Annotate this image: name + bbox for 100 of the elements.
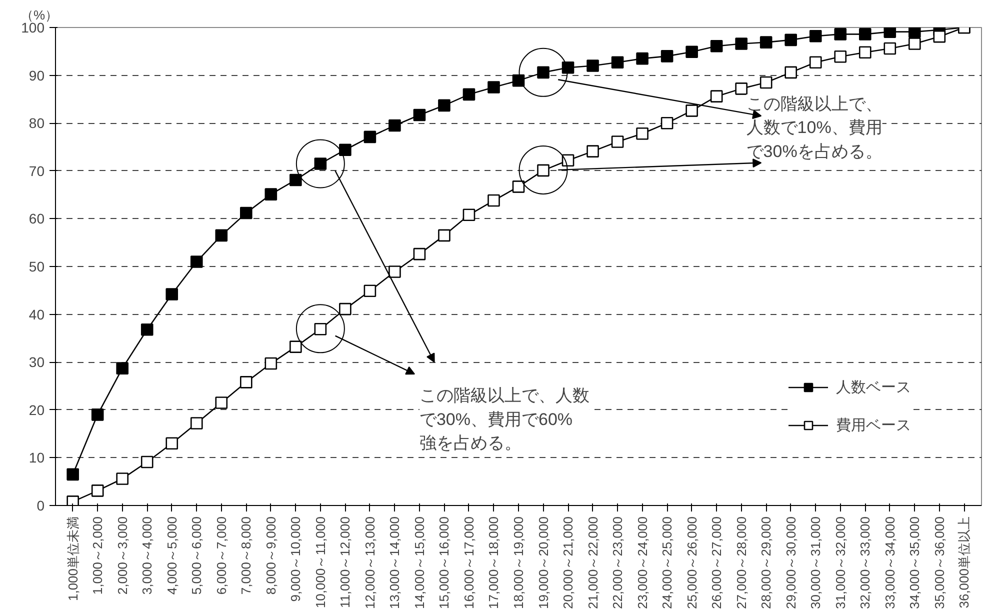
point — [686, 104, 698, 117]
x-tick-label: 8,000～9,000 — [263, 516, 278, 595]
point — [462, 208, 476, 222]
y-tick-label: 100 — [21, 20, 45, 36]
point — [760, 76, 772, 89]
point — [834, 50, 847, 63]
x-tick-label: 24,000～25,000 — [660, 516, 675, 610]
x-tick-label: 10,000～11,000 — [312, 516, 328, 608]
point — [140, 323, 154, 336]
point — [858, 28, 872, 40]
point — [240, 376, 252, 388]
x-tick-label: 12,000～13,000 — [362, 516, 378, 610]
x-tick-label: 16,000～17,000 — [461, 516, 476, 610]
point — [710, 40, 723, 52]
x-tick-label: 31,000～32,000 — [832, 516, 848, 610]
point — [264, 357, 278, 370]
point — [264, 188, 278, 200]
point — [611, 136, 624, 148]
point — [462, 88, 476, 101]
x-tick-label: 27,000～28,000 — [734, 516, 749, 610]
x-tick-label: 18,000～19,000 — [511, 516, 526, 610]
point — [388, 119, 401, 132]
x-tick-label: 1,000～2,000 — [90, 516, 106, 595]
x-tick-label: 5,000～6,000 — [189, 516, 204, 595]
point — [438, 99, 450, 112]
point — [908, 28, 921, 38]
point — [735, 82, 748, 95]
y-tick-label: 70 — [28, 162, 45, 179]
point — [562, 154, 574, 167]
point — [933, 30, 946, 43]
legend-label: 費用ベース — [836, 416, 911, 434]
point — [834, 28, 847, 40]
x-tick-label: 23,000～24,000 — [634, 516, 650, 610]
point — [140, 456, 154, 468]
y-tick-label: 0 — [36, 498, 45, 514]
x-tick-label: 33,000～34,000 — [882, 516, 898, 610]
x-tick-label: 11,000～12,000 — [338, 516, 353, 608]
y-axis-title: （%） — [20, 8, 58, 22]
x-tick-label: 20,000～21,000 — [560, 516, 576, 610]
x-tick-label: 26,000～27,000 — [709, 516, 724, 610]
legend-label: 人数ベース — [836, 378, 911, 396]
y-tick-label: 80 — [28, 115, 45, 132]
x-tick-label: 36,000単位以上 — [956, 516, 972, 608]
point — [364, 284, 376, 298]
point — [735, 38, 748, 50]
point — [413, 248, 426, 260]
point — [760, 36, 772, 48]
point — [784, 66, 798, 79]
point — [91, 484, 104, 497]
x-tick-label: 13,000～14,000 — [387, 516, 402, 610]
x-tick-label: 15,000～16,000 — [436, 516, 452, 610]
x-tick-label: 4,000～5,000 — [164, 516, 180, 595]
x-tick-label: 3,000～4,000 — [140, 516, 155, 595]
point — [290, 340, 302, 353]
point — [809, 30, 822, 42]
point — [488, 194, 500, 207]
point — [512, 180, 525, 193]
x-tick-label: 29,000～30,000 — [783, 516, 798, 610]
x-tick-label: 30,000～31,000 — [808, 516, 824, 610]
point — [611, 56, 624, 69]
point — [586, 145, 599, 158]
point — [586, 60, 599, 72]
point — [240, 206, 252, 220]
y-tick-label: 10 — [28, 450, 45, 466]
x-tick-label: 7,000～8,000 — [238, 516, 254, 595]
point — [636, 127, 648, 140]
y-tick-label: 40 — [28, 306, 45, 322]
y-tick-label: 20 — [28, 402, 45, 418]
y-tick-label: 50 — [28, 258, 45, 274]
x-tick-label: 22,000～23,000 — [610, 516, 626, 610]
x-tick-label: 28,000～29,000 — [758, 516, 774, 610]
x-tick-label: 34,000～35,000 — [907, 516, 922, 610]
x-tick-label: 21,000～22,000 — [585, 516, 600, 610]
point — [413, 108, 426, 122]
point — [215, 229, 228, 242]
point — [166, 288, 178, 300]
y-tick-label: 30 — [28, 354, 45, 370]
x-tick-label: 1,000単位未満 — [65, 516, 80, 602]
annotation: この階級以上で、人数で10%、費用で30%を占める。 — [746, 94, 882, 161]
point — [215, 396, 228, 409]
point — [858, 46, 872, 59]
y-tick-label: 60 — [28, 210, 45, 227]
x-tick-label: 6,000～7,000 — [214, 516, 229, 595]
point — [190, 256, 203, 268]
x-tick-label: 25,000～26,000 — [684, 516, 700, 610]
point — [636, 52, 648, 65]
point — [562, 62, 574, 74]
x-tick-label: 17,000～18,000 — [486, 516, 502, 610]
x-tick-label: 14,000～15,000 — [412, 516, 427, 610]
point — [339, 144, 352, 156]
point — [91, 408, 104, 421]
point — [686, 46, 698, 58]
x-tick-label: 2,000～3,000 — [114, 516, 130, 595]
x-tick-label: 9,000～10,000 — [288, 516, 304, 602]
point — [116, 472, 128, 485]
x-tick-label: 32,000～33,000 — [858, 516, 873, 610]
annotation: この階級以上で、人数で30%、費用で60%強を占める。 — [419, 386, 590, 452]
point — [339, 302, 352, 316]
point — [660, 50, 674, 62]
point — [710, 90, 723, 102]
